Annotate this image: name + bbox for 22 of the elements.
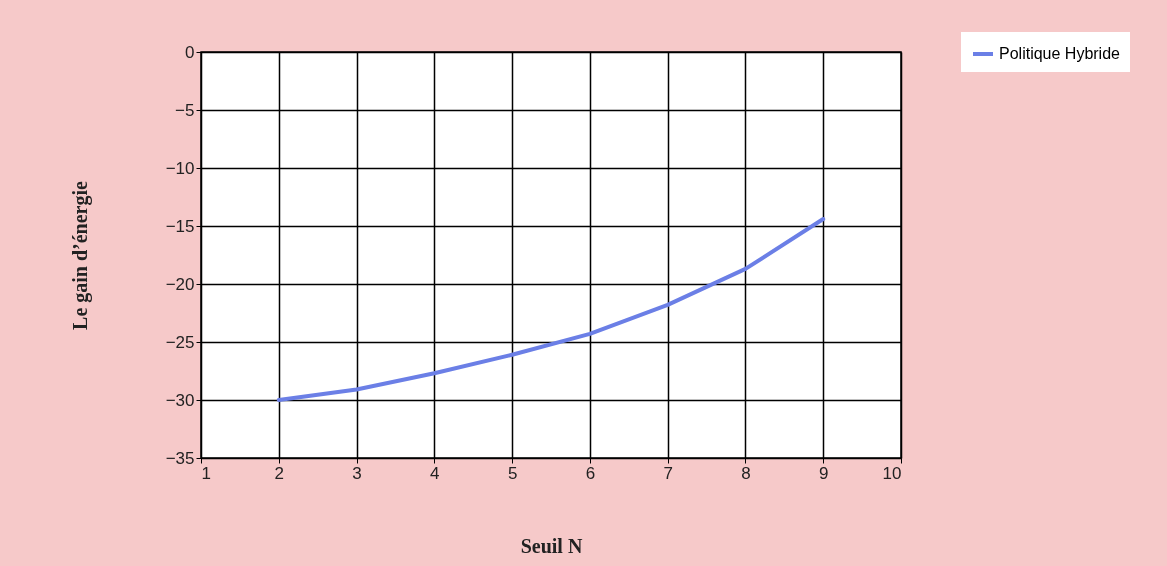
x-axis-title: Seuil N — [520, 534, 583, 557]
y-tick-label: −25 — [165, 332, 195, 352]
y-tick-label: −35 — [165, 448, 195, 468]
y-tick-label: −30 — [165, 390, 195, 410]
y-tick-label: −10 — [165, 158, 195, 178]
y-tick-label: −15 — [165, 216, 195, 236]
x-tick-label: 7 — [663, 463, 673, 483]
y-tick-label: −20 — [165, 274, 195, 294]
x-tick-label: 10 — [882, 463, 902, 483]
y-tick-label: 0 — [185, 42, 195, 62]
x-tick-label: 8 — [741, 463, 751, 483]
legend-label: Politique Hybride — [999, 45, 1121, 62]
x-tick-label: 9 — [818, 463, 829, 483]
y-tick-label: −5 — [175, 100, 195, 120]
x-tick-label: 2 — [274, 463, 285, 483]
x-tick-label: 3 — [352, 463, 362, 483]
x-tick-label: 1 — [201, 463, 211, 483]
y-axis-title: Le gain d’énergie — [68, 180, 92, 330]
x-tick-label: 5 — [507, 463, 518, 483]
line-series — [276, 217, 826, 402]
x-tick-label: 6 — [585, 463, 596, 483]
x-tick-label: 4 — [430, 463, 440, 483]
